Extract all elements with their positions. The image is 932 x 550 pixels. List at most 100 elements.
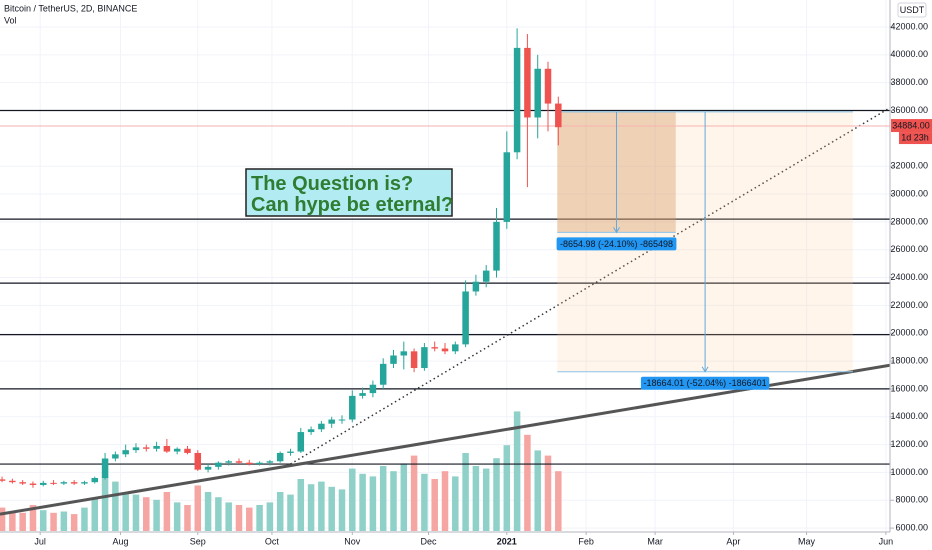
volume-bar <box>132 494 140 531</box>
candle-body <box>194 452 202 470</box>
y-tick-label: 42000.00 <box>890 21 928 31</box>
volume-bar <box>555 471 562 531</box>
candle-body <box>91 477 99 483</box>
volume-bar <box>359 473 366 531</box>
x-tick-label: Sep <box>190 536 206 546</box>
volume-bar <box>184 505 191 531</box>
volume-bar <box>194 485 202 531</box>
x-tick-label: Nov <box>344 536 361 546</box>
volume-bar <box>452 476 459 531</box>
candle-body <box>318 423 325 430</box>
candle-body <box>472 281 480 292</box>
x-tick-label: Aug <box>113 536 129 546</box>
candle-body <box>0 479 6 481</box>
candle-body <box>81 482 88 484</box>
volume-bar <box>338 489 346 531</box>
volume-bar <box>143 497 150 531</box>
y-tick-label: 30000.00 <box>890 188 928 198</box>
candle-body <box>513 47 521 153</box>
volume-bar <box>246 507 253 531</box>
currency-box[interactable] <box>897 2 927 18</box>
last-price-tag <box>891 119 932 133</box>
volume-bar <box>503 445 511 531</box>
volume-bar <box>287 494 294 531</box>
annotation-line: The Question is? <box>251 173 413 195</box>
candle-body <box>462 291 469 345</box>
y-tick-label: 40000.00 <box>890 49 928 59</box>
volume-bar <box>307 484 315 531</box>
y-tick-label: 6000.00 <box>895 522 928 532</box>
measure-label: -8654.98 (-24.10%) -865498 <box>560 239 673 249</box>
candle-body <box>143 447 150 449</box>
volume-bar <box>534 450 541 531</box>
volume-bar <box>349 468 356 531</box>
x-tick-label: Jul <box>34 536 46 546</box>
x-tick-label: Feb <box>578 536 594 546</box>
candle-body <box>534 68 541 118</box>
candle-body <box>328 419 335 424</box>
candle-body <box>493 221 500 271</box>
trend-line <box>290 107 891 465</box>
countdown-tag <box>899 132 932 145</box>
y-tick-label: 38000.00 <box>890 77 928 87</box>
volume-bar <box>204 492 212 531</box>
candle-body <box>410 351 418 369</box>
volume-bar <box>9 511 16 531</box>
volume-bar <box>544 455 552 531</box>
measure-arrowhead <box>613 227 620 234</box>
chart-title: Bitcoin / TetherUS, 2D, BINANCE <box>4 3 137 13</box>
candle-body <box>307 429 315 433</box>
candle-body <box>338 419 346 421</box>
volume-bar <box>173 502 181 531</box>
volume-bar <box>431 479 438 531</box>
volume-bar <box>472 466 480 531</box>
y-tick-label: 20000.00 <box>890 328 928 338</box>
candle-body <box>369 384 377 394</box>
candle-body <box>112 454 119 459</box>
candle-body <box>184 448 191 453</box>
candle-body <box>555 103 562 128</box>
candle-body <box>19 482 26 484</box>
y-tick-label: 32000.00 <box>890 161 928 171</box>
candle-body <box>266 461 274 463</box>
y-tick-label: 16000.00 <box>890 383 928 393</box>
volume-bar <box>369 476 377 531</box>
volume-bar <box>493 458 500 531</box>
volume-bar <box>81 507 88 531</box>
candle-body <box>132 447 140 451</box>
volume-bar <box>379 466 387 531</box>
x-tick-label: Jun <box>879 536 894 546</box>
candle-body <box>379 363 387 385</box>
candle-body <box>256 462 263 465</box>
candle-body <box>349 395 356 420</box>
y-tick-label: 36000.00 <box>890 105 928 115</box>
measure-arrowhead <box>701 366 709 373</box>
last-price-label: 34884.00 <box>892 120 930 130</box>
volume-bar <box>462 453 469 531</box>
volume-label: Vol <box>4 15 17 25</box>
candle-body <box>204 466 212 470</box>
y-tick-label: 10000.00 <box>890 467 928 477</box>
measure-label: -18664.01 (-52.04%) -1866401 <box>644 378 767 388</box>
annotation-box <box>245 168 453 217</box>
volume-bar <box>163 492 171 531</box>
volume-bar <box>112 481 119 531</box>
volume-bar <box>400 463 408 531</box>
trend-line <box>0 363 891 516</box>
candle-body <box>421 347 428 369</box>
volume-bar <box>482 468 490 531</box>
y-tick-label: 24000.00 <box>890 272 928 282</box>
y-tick-label: 14000.00 <box>890 411 928 421</box>
candle-body <box>50 482 57 484</box>
candle-body <box>452 344 459 352</box>
volume-bar <box>215 497 222 531</box>
measure-label-bg <box>640 376 770 390</box>
candle-body <box>173 448 181 452</box>
candle-body <box>235 461 243 463</box>
candle-body <box>101 458 109 478</box>
y-tick-label: 12000.00 <box>890 439 928 449</box>
x-tick-label: 2021 <box>497 536 517 546</box>
y-tick-label: 18000.00 <box>890 355 928 365</box>
volume-bar <box>19 512 26 531</box>
